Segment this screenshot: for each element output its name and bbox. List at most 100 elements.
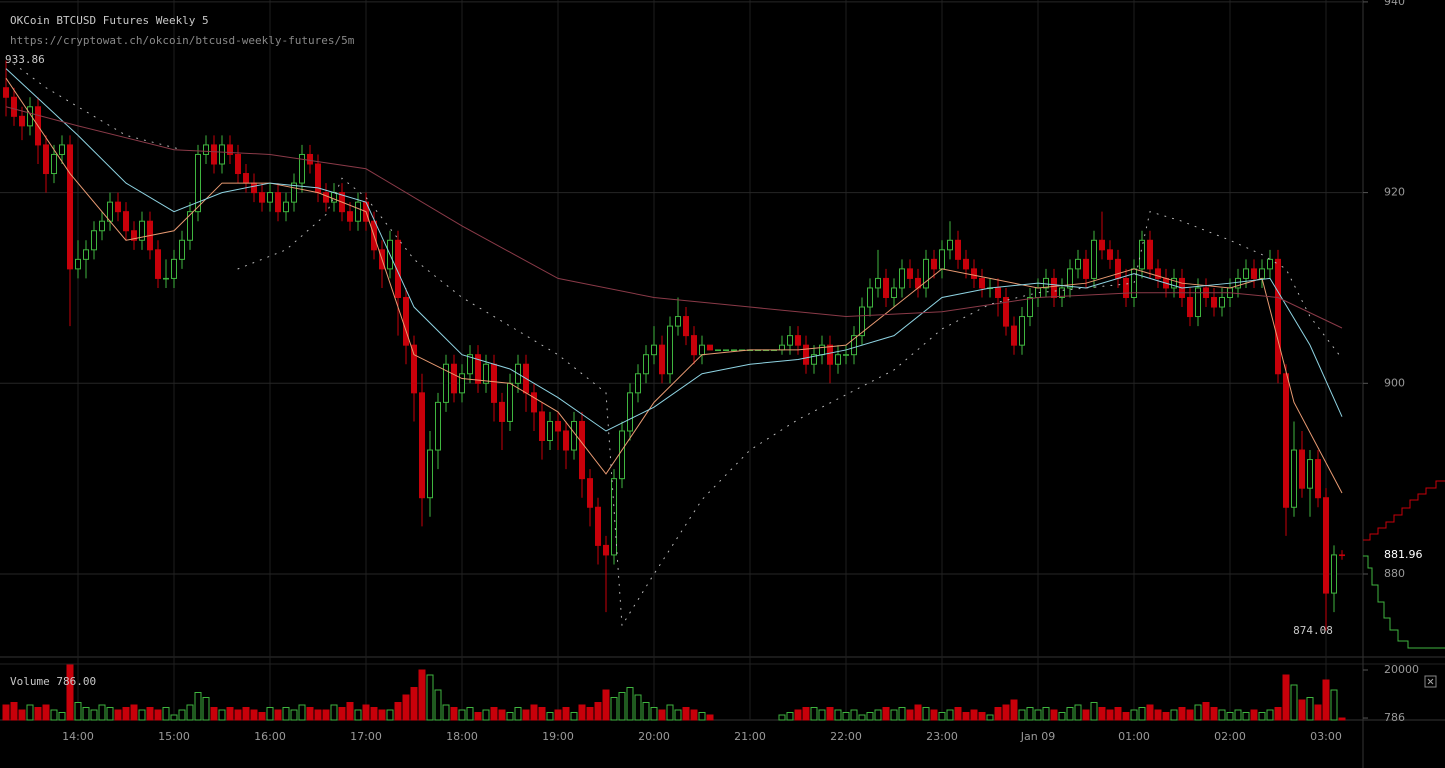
volume-bar bbox=[1082, 709, 1090, 721]
volume-bar bbox=[490, 707, 498, 721]
candle-body bbox=[1075, 258, 1081, 270]
volume-bar bbox=[466, 707, 474, 721]
candle-body bbox=[667, 325, 673, 375]
volume-bar bbox=[1170, 709, 1178, 721]
candle-body bbox=[827, 344, 833, 365]
volume-tick-label: 786 bbox=[1384, 711, 1405, 724]
volume-bar bbox=[266, 707, 274, 721]
volume-bar bbox=[34, 707, 42, 721]
x-tick-label: Jan 09 bbox=[1020, 730, 1055, 743]
volume-bar bbox=[874, 709, 882, 721]
candle-body bbox=[795, 335, 801, 346]
volume-bar bbox=[914, 704, 922, 721]
volume-bar bbox=[642, 702, 650, 721]
volume-bar bbox=[162, 707, 170, 721]
volume-bar bbox=[706, 714, 714, 721]
volume-bar bbox=[1130, 709, 1138, 721]
candle-body bbox=[219, 144, 225, 165]
volume-bar bbox=[802, 707, 810, 721]
volume-bar bbox=[1026, 707, 1034, 721]
volume-label: Volume 786.00 bbox=[10, 675, 96, 688]
volume-bar bbox=[1258, 712, 1266, 721]
volume-bar bbox=[258, 712, 266, 721]
candle-body bbox=[835, 354, 841, 365]
candle-body bbox=[723, 349, 729, 352]
volume-bar bbox=[186, 704, 194, 721]
volume-bar bbox=[970, 709, 978, 721]
volume-bar bbox=[906, 709, 914, 721]
candle-body bbox=[811, 354, 817, 365]
volume-bar bbox=[90, 709, 98, 721]
volume-bar bbox=[82, 707, 90, 721]
volume-bar bbox=[890, 709, 898, 721]
candle-body bbox=[579, 420, 585, 480]
volume-bar bbox=[114, 709, 122, 721]
chart-title: OKCoin BTCUSD Futures Weekly 5 bbox=[10, 14, 209, 27]
candle-body bbox=[443, 363, 449, 403]
volume-bar bbox=[1242, 712, 1250, 721]
candle-body bbox=[395, 239, 401, 298]
candle-body bbox=[947, 239, 953, 251]
candle-body bbox=[19, 115, 25, 127]
x-tick-label: 20:00 bbox=[638, 730, 670, 743]
volume-bar bbox=[610, 697, 618, 721]
candle-body bbox=[275, 192, 281, 213]
volume-bar bbox=[218, 709, 226, 721]
candle-body bbox=[1315, 459, 1321, 499]
volume-bar bbox=[74, 702, 82, 721]
volume-bar bbox=[130, 704, 138, 721]
volume-bar bbox=[122, 707, 130, 721]
candle-body bbox=[1123, 277, 1129, 298]
candle-body bbox=[939, 249, 945, 270]
volume-bar bbox=[418, 669, 426, 721]
volume-bar bbox=[10, 702, 18, 721]
volume-bar bbox=[242, 707, 250, 721]
candle-body bbox=[67, 144, 73, 270]
candle-body bbox=[1219, 296, 1225, 308]
volume-bar bbox=[858, 714, 866, 721]
candle-body bbox=[1187, 296, 1193, 318]
candle-body bbox=[347, 211, 353, 222]
candle-body bbox=[971, 268, 977, 279]
candle-body bbox=[955, 239, 961, 260]
volume-bar bbox=[562, 707, 570, 721]
candle-body bbox=[1235, 277, 1241, 289]
volume-bar bbox=[50, 709, 58, 721]
candle-body bbox=[283, 201, 289, 213]
volume-bar bbox=[154, 709, 162, 721]
volume-bar bbox=[1194, 704, 1202, 721]
candle-body bbox=[179, 239, 185, 260]
volume-bar bbox=[1090, 702, 1098, 721]
volume-bar bbox=[1034, 709, 1042, 721]
last-price-label: 881.96 bbox=[1384, 548, 1423, 561]
candle-body bbox=[419, 392, 425, 499]
volume-bar bbox=[322, 709, 330, 721]
candle-body bbox=[1115, 258, 1121, 279]
candle-body bbox=[1059, 287, 1065, 298]
candle-body bbox=[243, 173, 249, 184]
candle-body bbox=[715, 349, 721, 352]
volume-bar bbox=[1290, 684, 1298, 721]
close-button[interactable] bbox=[1424, 675, 1437, 688]
candle-body bbox=[851, 335, 857, 356]
candle-body bbox=[451, 363, 457, 394]
candle-body bbox=[203, 144, 209, 155]
volume-bar bbox=[618, 692, 626, 721]
candle-body bbox=[859, 306, 865, 337]
volume-bar bbox=[986, 714, 994, 721]
moving-average bbox=[5, 77, 1343, 494]
x-tick-label: 23:00 bbox=[926, 730, 958, 743]
candle-body bbox=[1171, 277, 1177, 289]
x-tick-label: 17:00 bbox=[350, 730, 382, 743]
candle-body bbox=[3, 87, 9, 98]
candle-body bbox=[1211, 296, 1217, 308]
volume-bar bbox=[1234, 709, 1242, 721]
candle-body bbox=[195, 153, 201, 213]
marks bbox=[0, 0, 1368, 721]
volume-bar bbox=[1330, 689, 1338, 721]
x-tick-label: 18:00 bbox=[446, 730, 478, 743]
candle-body bbox=[1091, 239, 1097, 279]
candle-body bbox=[627, 392, 633, 432]
candle-body bbox=[659, 344, 665, 375]
x-tick-label: 02:00 bbox=[1214, 730, 1246, 743]
